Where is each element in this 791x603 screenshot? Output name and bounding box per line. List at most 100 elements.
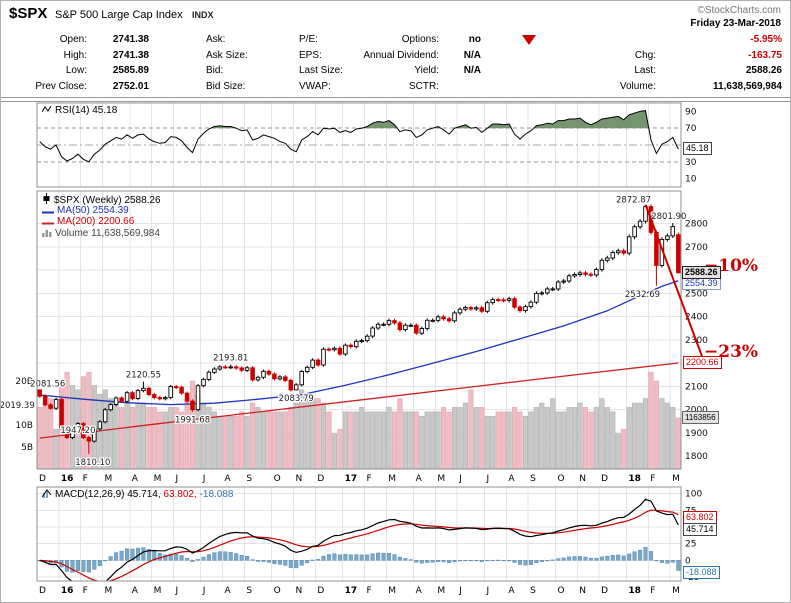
svg-text:F: F: [83, 474, 88, 484]
svg-text:18: 18: [628, 586, 641, 596]
last-value: 2588.26: [745, 65, 782, 76]
ask-label: Ask:: [206, 34, 226, 45]
svg-text:A: A: [508, 586, 515, 596]
ma50-legend-text: MA(50) 2554.39: [57, 204, 129, 216]
x-axis-price: D 16 F M A M J J A S O N D 17 F M A M J J A S O N D 18 F M: [39, 474, 680, 484]
svg-text:A: A: [508, 474, 515, 484]
svg-text:A: A: [132, 474, 139, 484]
price-legend: $SPX (Weekly) 2588.26 MA(50) 2554.39 MA(…: [42, 193, 161, 239]
svg-text:2872.87: 2872.87: [616, 196, 651, 206]
dividend-label: Annual Dividend:: [363, 49, 439, 61]
price-annotations: 2081.56 2019.39 1947.20 1810.10 2120.55 1991.…: [1, 194, 688, 469]
svg-text:2700: 2700: [685, 243, 708, 253]
header-separator: [1, 97, 790, 102]
svg-text:F: F: [650, 474, 655, 484]
dividend-value: N/A: [463, 49, 481, 61]
last-price-box: 2588.26: [682, 266, 721, 279]
svg-text:N: N: [296, 586, 303, 596]
svg-text:1810.10: 1810.10: [75, 458, 110, 468]
exchange: INDX: [192, 10, 214, 20]
ma50-line: [39, 280, 679, 406]
open-label: Open:: [59, 34, 87, 45]
high-value: 2741.38: [112, 49, 149, 61]
svg-text:2193.81: 2193.81: [213, 354, 248, 364]
svg-text:10B: 10B: [15, 421, 33, 431]
svg-text:M: M: [104, 586, 112, 596]
candlestick-series: [37, 204, 681, 454]
svg-text:J: J: [458, 474, 462, 484]
macd-series: [37, 498, 681, 581]
svg-text:F: F: [366, 474, 371, 484]
svg-text:90: 90: [685, 107, 697, 117]
svg-text:O: O: [274, 586, 281, 596]
quote-col-options: Options: no Annual Dividend: N/A Yield: N/A…: [331, 32, 481, 94]
chart-date: Friday 23-Mar-2018: [690, 18, 781, 29]
svg-text:1800: 1800: [685, 452, 708, 462]
svg-text:25: 25: [685, 540, 696, 550]
svg-text:M: M: [672, 474, 680, 484]
svg-text:A: A: [225, 586, 232, 596]
rsi-line: [39, 110, 679, 163]
macd-value-box: 45.714: [683, 523, 717, 536]
svg-text:10: 10: [685, 175, 697, 185]
svg-text:M: M: [388, 474, 396, 484]
svg-text:J: J: [458, 586, 462, 596]
svg-text:5B: 5B: [21, 443, 33, 453]
volume-value: 11,638,569,984: [713, 80, 782, 92]
pct-change-value: -5.95%: [750, 34, 782, 45]
svg-text:D: D: [317, 586, 324, 596]
macd-signal-line: [39, 509, 679, 581]
svg-text:J: J: [174, 586, 178, 596]
svg-text:F: F: [366, 586, 371, 596]
quote-col-fundamentals: P/E: EPS: Last Size: VWAP:: [299, 32, 369, 94]
svg-text:S: S: [246, 586, 252, 596]
svg-text:D: D: [317, 474, 324, 484]
macd-line: [39, 498, 679, 581]
price-legend-text: $SPX (Weekly) 2588.26: [54, 195, 161, 206]
yield-label: Yield:: [414, 65, 439, 76]
symbol: $SPX: [9, 5, 48, 22]
svg-text:30: 30: [685, 158, 697, 168]
svg-text:1947.20: 1947.20: [60, 426, 95, 436]
rsi-legend-text: RSI(14) 45.18: [55, 105, 118, 116]
svg-text:O: O: [557, 474, 564, 484]
copyright: ©StockCharts.com: [697, 5, 781, 16]
svg-text:18: 18: [628, 474, 641, 484]
svg-text:2000: 2000: [685, 406, 708, 416]
svg-text:J: J: [174, 474, 178, 484]
price-panel: 2800270026002500240023002200210020001900…: [1, 190, 708, 470]
rsi-legend: RSI(14) 45.18: [41, 105, 118, 117]
svg-text:17: 17: [345, 586, 358, 596]
volume-legend-text: Volume 11,638,569,984: [55, 227, 160, 239]
svg-text:2400: 2400: [685, 313, 708, 323]
low-value: 2585.89: [112, 65, 149, 76]
macd-legend: MACD(12,26,9) 45.714, 63.802, -18.088: [41, 489, 233, 501]
ma200-legend-icon: [42, 217, 54, 229]
eps-label: EPS:: [299, 49, 322, 61]
svg-text:D: D: [39, 474, 46, 484]
svg-text:D: D: [39, 586, 46, 596]
options-label: Options:: [401, 34, 439, 45]
rsi-panel: 90 70 30 10: [36, 102, 697, 188]
svg-text:2019.39: 2019.39: [1, 401, 35, 411]
svg-text:100: 100: [685, 490, 702, 500]
svg-text:J: J: [202, 586, 206, 596]
svg-text:2120.55: 2120.55: [126, 371, 161, 381]
macd-legend-name: MACD(12,26,9): [55, 489, 125, 500]
vwap-label: VWAP:: [299, 80, 331, 92]
svg-text:D: D: [601, 474, 608, 484]
svg-text:A: A: [225, 474, 232, 484]
svg-text:S: S: [246, 474, 252, 484]
quote-col-bid-ask: Ask: Ask Size: Bid: Bid Size:: [206, 32, 276, 94]
chg-label: Chg:: [634, 49, 656, 61]
svg-text:2532.69: 2532.69: [625, 290, 660, 300]
volume-value-box: 1163856: [682, 411, 719, 424]
svg-text:2801.90: 2801.90: [651, 212, 686, 222]
volume-legend-icon: [42, 228, 52, 241]
macd-panel: 1007550250-25: [36, 486, 702, 583]
svg-text:0: 0: [685, 556, 691, 566]
yield-value: N/A: [463, 65, 481, 76]
svg-text:M: M: [437, 474, 445, 484]
